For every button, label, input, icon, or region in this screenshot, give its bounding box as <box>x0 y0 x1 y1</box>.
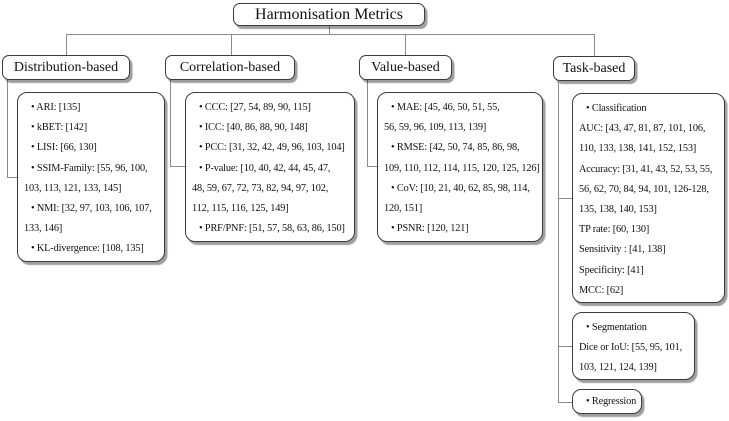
task-classification-header: • Classification <box>586 103 647 114</box>
leaf-distribution-metrics: • ARI: [135] • kBET: [142] • LISI: [66, … <box>17 92 165 262</box>
connector-drop-distribution <box>66 34 67 55</box>
leaf-value-metrics: • MAE: [45, 46, 50, 51, 55, 56, 59, 96, … <box>377 92 543 242</box>
connector-distribution-vertical <box>7 80 8 177</box>
metric-lisi: • LISI: [66, 130] <box>31 142 97 154</box>
metric-dice-iou: Dice or IoU: [55, 95, 101, <box>579 342 683 354</box>
connector-task-vertical <box>558 82 559 402</box>
connector-correlation-elbow <box>170 166 185 167</box>
connector-value-elbow <box>367 166 377 167</box>
category-label: Correlation-based <box>179 59 281 75</box>
metric-mae-cont: 56, 59, 96, 109, 113, 139] <box>384 122 487 134</box>
task-regression-header: • Regression <box>586 396 637 407</box>
category-distribution-based: Distribution-based <box>2 55 130 80</box>
connector-drop-correlation <box>231 34 232 55</box>
metric-p-value-cont: 48, 59, 67, 72, 73, 82, 94, 97, 102, <box>192 182 329 194</box>
metric-p-value: • P-value: [10, 40, 42, 44, 45, 47, <box>199 162 331 174</box>
metric-dice-iou-cont: 103, 121, 124, 139] <box>579 362 657 374</box>
metric-specificity: Specificity: [41] <box>579 264 644 276</box>
metric-auc-cont: 110, 133, 138, 141, 152, 153] <box>579 143 697 155</box>
connector-root-riser <box>329 26 330 34</box>
root-node-label: Harmonisation Metrics <box>255 5 403 23</box>
metric-accuracy-cont: 135, 138, 140, 153] <box>579 203 657 215</box>
metric-ccc: • CCC: [27, 54, 89, 90, 115] <box>199 102 311 113</box>
leaf-segmentation-metrics: • Segmentation Dice or IoU: [55, 95, 101… <box>572 312 695 380</box>
metric-cov-cont: 120, 151] <box>384 202 423 214</box>
metric-mae: • MAE: [45, 46, 50, 51, 55, <box>391 102 500 113</box>
metric-accuracy-cont: 56, 62, 70, 84, 94, 101, 126-128, <box>579 183 709 195</box>
metric-ari: • ARI: [135] <box>31 102 81 113</box>
leaf-correlation-metrics: • CCC: [27, 54, 89, 90, 115] • ICC: [40,… <box>185 92 355 242</box>
metric-rmse-cont: 109, 110, 112, 114, 115, 120, 125, 126] <box>384 162 540 174</box>
category-label: Value-based <box>371 59 440 75</box>
leaf-regression-metrics: • Regression <box>572 389 642 414</box>
metric-mcc: MCC: [62] <box>579 284 624 296</box>
metric-icc: • ICC: [40, 86, 88, 90, 148] <box>199 122 308 134</box>
metric-psnr: • PSNR: [120, 121] <box>391 223 469 235</box>
category-value-based: Value-based <box>359 55 452 80</box>
connector-task-elbow-segmentation <box>558 346 572 347</box>
category-task-based: Task-based <box>553 56 635 81</box>
metric-sensitivity: Sensitivity : [41, 138] <box>579 244 666 256</box>
root-node-harmonisation-metrics: Harmonisation Metrics <box>233 3 425 26</box>
connector-task-elbow-classification <box>558 198 572 199</box>
metric-auc: AUC: [43, 47, 81, 87, 101, 106, <box>579 123 706 135</box>
metric-ssim-family-cont: 103, 113, 121, 133, 145] <box>24 182 122 194</box>
metric-nmi: • NMI: [32, 97, 103, 106, 107, <box>31 202 152 214</box>
metric-pcc: • PCC: [31, 32, 42, 49, 96, 103, 104] <box>199 142 345 154</box>
connector-main-horizontal <box>66 34 595 35</box>
connector-task-elbow-regression <box>558 402 572 403</box>
connector-correlation-vertical <box>170 80 171 166</box>
task-segmentation-header: • Segmentation <box>586 322 647 333</box>
metric-p-value-cont: 112, 115, 116, 125, 149] <box>192 202 289 214</box>
metric-tp-rate: TP rate: [60, 130] <box>579 224 650 236</box>
connector-value-vertical <box>367 80 368 166</box>
metric-kbet: • kBET: [142] <box>31 122 88 134</box>
category-correlation-based: Correlation-based <box>165 55 295 80</box>
metric-prf-pnf: • PRF/PNF: [51, 57, 58, 63, 86, 150] <box>199 223 345 235</box>
metric-kl-divergence: • KL-divergence: [108, 135] <box>31 243 144 255</box>
leaf-classification-metrics: • Classification AUC: [43, 47, 81, 87, 1… <box>572 93 725 303</box>
category-label: Task-based <box>562 60 626 76</box>
category-label: Distribution-based <box>13 59 119 75</box>
connector-drop-task <box>594 34 595 56</box>
metric-cov: • CoV: [10, 21, 40, 62, 85, 98, 114, <box>391 182 530 194</box>
connector-drop-value <box>405 34 406 55</box>
metric-ssim-family: • SSIM-Family: [55, 96, 100, <box>31 162 148 174</box>
connector-distribution-elbow <box>7 177 17 178</box>
metric-nmi-cont: 133, 146] <box>24 223 63 235</box>
metric-rmse: • RMSE: [42, 50, 74, 85, 86, 98, <box>391 142 520 154</box>
metric-accuracy: Accuracy: [31, 41, 43, 52, 53, 55, <box>579 163 713 175</box>
